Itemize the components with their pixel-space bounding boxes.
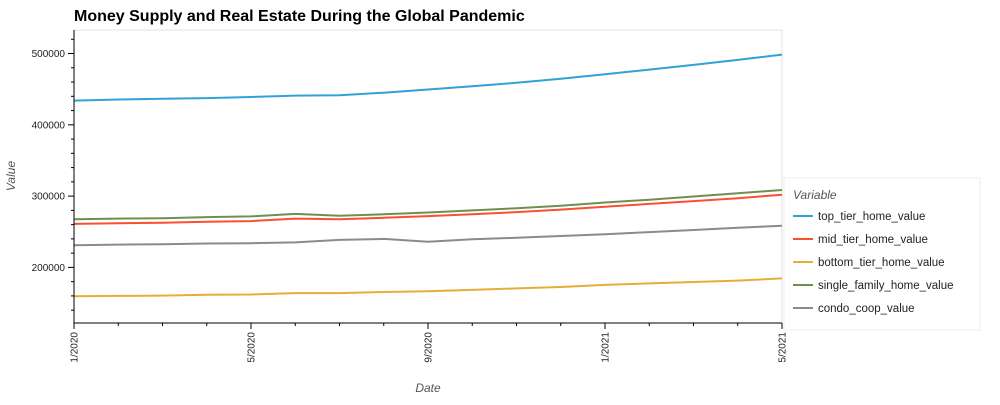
x-axis-label: Date [415,381,441,395]
y-axis-ticks: 200000 300000 400000 500000 [32,38,74,311]
y-tick-label: 200000 [32,263,66,274]
y-tick-label: 400000 [32,120,66,131]
series-line-0 [73,53,783,102]
series-line-4 [73,224,783,247]
legend-label: single_family_home_value [818,280,954,292]
legend-label: mid_tier_home_value [818,234,928,246]
legend: Variable top_tier_home_value mid_tier_hom… [783,177,981,331]
legend-title: Variable [793,188,837,202]
x-tick-label: 9/2020 [424,332,435,363]
legend-box [783,177,981,331]
legend-label: condo_coop_value [818,303,915,315]
series-line-2 [73,277,783,298]
legend-items: top_tier_home_value mid_tier_home_valuebo… [793,211,954,315]
plot-area [73,29,783,324]
legend-label: top_tier_home_value [818,211,925,223]
x-tick-label: 5/2020 [247,332,258,363]
series-group [73,53,783,298]
y-tick-label: 300000 [32,192,66,203]
chart-title: Money Supply and Real Estate During the … [74,8,525,25]
x-tick-label: 5/2021 [778,332,789,363]
series-line-1 [73,193,783,225]
y-axis-label: Value [4,161,18,192]
x-tick-label: 1/2021 [601,332,612,363]
legend-label: bottom_tier_home_value [818,257,945,269]
series-line-3 [73,189,783,221]
x-tick-label: 1/2020 [70,332,81,363]
x-axis-ticks: 1/2020 5/2020 9/2020 1/2021 5/2021 [70,323,789,363]
y-tick-label: 500000 [32,49,66,60]
